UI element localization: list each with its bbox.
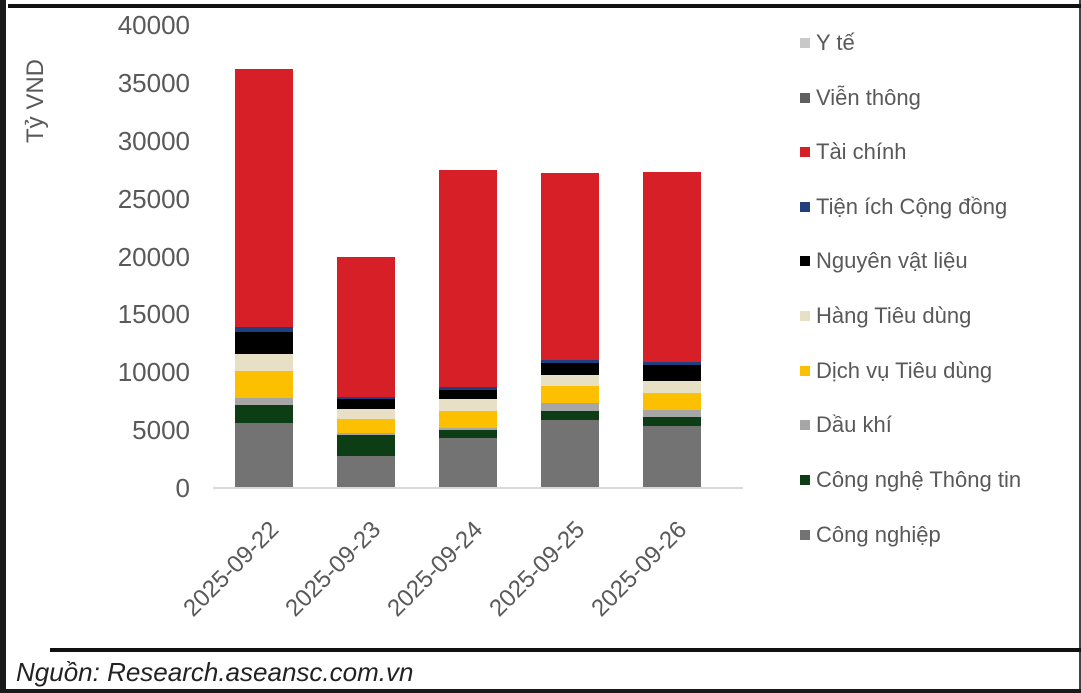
bar-segment — [439, 438, 497, 487]
top-rule — [8, 4, 1081, 8]
bar-segment — [643, 417, 701, 427]
legend-item-cong-nghe-thong-tin: Công nghệ Thông tin — [800, 465, 1021, 495]
bar-segment — [643, 361, 701, 365]
legend-swatch-icon — [800, 256, 810, 266]
bar-segment — [439, 170, 497, 388]
bar-segment — [643, 171, 701, 362]
bar-segment — [337, 409, 395, 420]
legend-label: Viễn thông — [816, 85, 921, 110]
legend-label: Công nghệ Thông tin — [816, 467, 1022, 492]
bar-2025-09-22 — [235, 69, 293, 487]
legend-swatch-icon — [800, 530, 810, 540]
source-caption: Nguồn: Research.aseansc.com.vn — [16, 657, 414, 687]
legend-item-vien-thong: Viễn thông — [800, 83, 921, 113]
bar-segment — [439, 411, 497, 429]
legend-item-dich-vu-tieu-dung: Dịch vụ Tiêu dùng — [800, 356, 992, 386]
bar-segment — [235, 332, 293, 355]
bar-segment — [541, 173, 599, 361]
legend-label: Công nghiệp — [816, 522, 941, 547]
y-axis-title: Tỷ VND — [22, 59, 49, 143]
bar-segment — [337, 433, 395, 436]
bar-segment — [235, 371, 293, 399]
y-tick: 35000 — [117, 68, 190, 98]
bar-segment — [337, 456, 395, 487]
x-tick: 2025-09-23 — [280, 516, 387, 623]
bar-segment — [337, 398, 395, 410]
bar-segment — [541, 375, 599, 387]
legend-item-dau-khi: Dầu khí — [800, 410, 892, 440]
legend-swatch-icon — [800, 366, 810, 376]
legend-item-cong-nghiep: Công nghiệp — [800, 520, 941, 550]
bar-segment — [439, 387, 497, 391]
legend-label: Dịch vụ Tiêu dùng — [816, 358, 993, 383]
bar-segment — [643, 426, 701, 487]
bar-segment — [643, 364, 701, 381]
legend-label: Y tế — [816, 30, 855, 55]
legend-item-nguyen-vat-lieu: Nguyên vật liệu — [800, 246, 968, 276]
bar-segment — [235, 327, 293, 333]
y-tick: 40000 — [117, 10, 190, 40]
bar-segment — [337, 257, 395, 398]
bar-segment — [235, 404, 293, 423]
bar-segment — [643, 392, 701, 410]
legend-item-tai-chinh: Tài chính — [800, 137, 907, 167]
y-tick: 20000 — [117, 242, 190, 272]
bar-segment — [541, 403, 599, 411]
bar-segment — [337, 435, 395, 457]
bar-segment — [541, 411, 599, 420]
x-tick: 2025-09-24 — [382, 516, 489, 623]
frame-bottom-border — [0, 689, 1081, 693]
bar-2025-09-23 — [337, 257, 395, 487]
bar-segment — [439, 428, 497, 431]
x-tick: 2025-09-22 — [178, 516, 285, 623]
bar-2025-09-25 — [541, 173, 599, 487]
legend-swatch-icon — [800, 420, 810, 430]
legend-item-y-te: Y tế — [800, 28, 855, 58]
legend-label: Dầu khí — [816, 412, 892, 437]
legend-swatch-icon — [800, 38, 810, 48]
legend-item-hang-tieu-dung: Hàng Tiêu dùng — [800, 301, 971, 331]
legend-swatch-icon — [800, 475, 810, 485]
y-tick: 5000 — [132, 415, 190, 445]
y-tick: 15000 — [117, 299, 190, 329]
bar-segment — [439, 430, 497, 439]
legend-swatch-icon — [800, 147, 810, 157]
legend-label: Tài chính — [816, 139, 907, 164]
legend-swatch-icon — [800, 93, 810, 103]
legend-swatch-icon — [800, 311, 810, 321]
bar-segment — [337, 397, 395, 399]
bar-segment — [337, 419, 395, 434]
bar-segment — [541, 363, 599, 376]
y-tick: 10000 — [117, 357, 190, 387]
bar-2025-09-26 — [643, 171, 701, 487]
bar-segment — [541, 386, 599, 404]
y-tick: 25000 — [117, 184, 190, 214]
x-tick: 2025-09-26 — [586, 516, 693, 623]
y-tick: 0 — [175, 473, 190, 503]
bar-segment — [643, 409, 701, 417]
legend-item-tien-ich-cong-dong: Tiện ích Cộng đồng — [800, 192, 1007, 222]
bar-segment — [235, 423, 293, 487]
bar-2025-09-24 — [439, 170, 497, 487]
legend-label: Hàng Tiêu dùng — [816, 303, 972, 328]
bar-segment — [643, 380, 701, 393]
bar-segment — [541, 360, 599, 364]
bar-segment — [235, 398, 293, 405]
x-axis-line — [213, 487, 743, 489]
frame-left-border — [0, 0, 6, 693]
bar-segment — [439, 390, 497, 400]
bottom-rule — [50, 648, 1081, 652]
bar-segment — [235, 354, 293, 372]
x-tick: 2025-09-25 — [484, 516, 591, 623]
legend-label: Nguyên vật liệu — [816, 248, 968, 273]
bar-segment — [541, 420, 599, 487]
legend-label: Tiện ích Cộng đồng — [816, 194, 1008, 219]
bar-segment — [439, 399, 497, 412]
legend-swatch-icon — [800, 202, 810, 212]
bar-segment — [235, 69, 293, 328]
y-tick: 30000 — [117, 126, 190, 156]
frame-right-border — [1079, 0, 1081, 693]
